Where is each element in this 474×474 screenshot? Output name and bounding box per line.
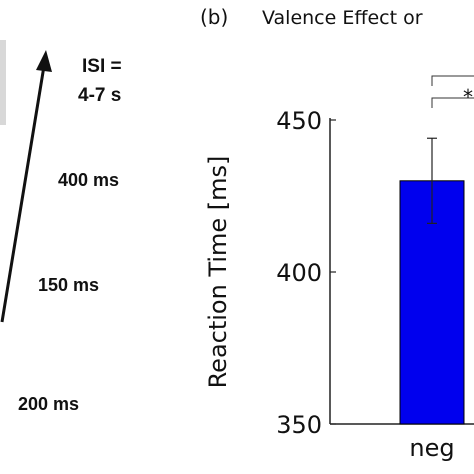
panel-label: (b) <box>200 5 228 29</box>
x-ticks: neg <box>409 434 454 462</box>
time-label-400ms: 400 ms <box>58 170 119 190</box>
x-tick-label-neg: neg <box>409 434 454 462</box>
time-arrow <box>0 65 46 323</box>
significance-star: * <box>463 85 473 109</box>
bars <box>399 137 465 425</box>
y-ticks: 350 400 450 <box>276 107 336 439</box>
y-tick-label: 450 <box>276 107 322 135</box>
isi-label-line2: 4-7 s <box>78 85 121 106</box>
significance-brackets: * <box>431 75 474 109</box>
y-tick-label: 400 <box>276 259 322 287</box>
isi-label-line1: ISI = <box>82 56 122 77</box>
y-axis-label: Reaction Time [ms] <box>204 156 232 389</box>
chart-title: Valence Effect or <box>262 7 423 29</box>
y-tick-label: 350 <box>276 411 322 439</box>
significance-bracket <box>431 97 474 108</box>
time-label-200ms: 200 ms <box>18 394 79 414</box>
time-label-150ms: 150 ms <box>38 275 99 295</box>
time-arrow-head <box>36 50 52 72</box>
significance-bracket <box>431 75 474 86</box>
gray-stimulus-edge <box>0 40 6 125</box>
